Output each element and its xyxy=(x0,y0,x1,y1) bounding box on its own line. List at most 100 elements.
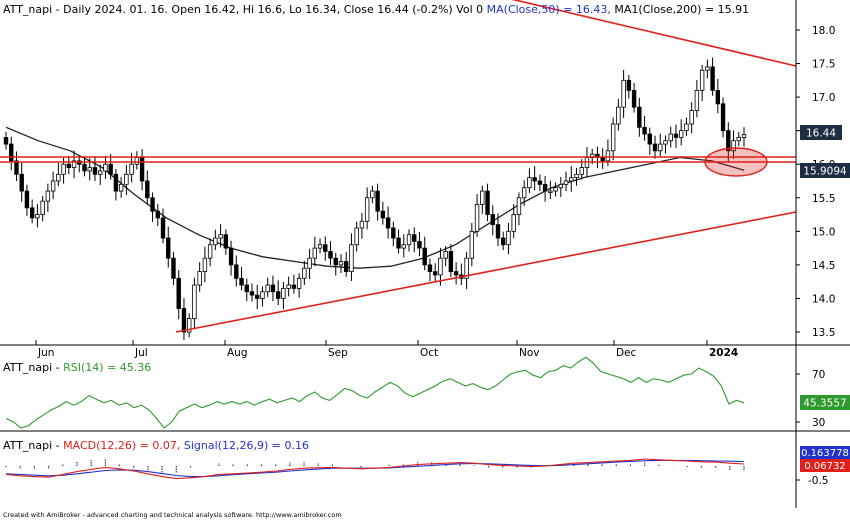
candle-body xyxy=(495,224,501,239)
candle-body xyxy=(511,214,516,232)
candle-body xyxy=(40,200,45,215)
footer-credit: Created with AmiBroker - advanced charti… xyxy=(3,511,342,519)
candle-body xyxy=(202,257,208,272)
candle-body xyxy=(155,210,160,219)
candle-body xyxy=(569,177,574,182)
macd-tick-label: -0.5 xyxy=(808,475,829,487)
candle-body xyxy=(71,160,77,168)
candle-body xyxy=(312,247,318,259)
candle-body xyxy=(663,140,668,145)
candle-body xyxy=(286,284,291,289)
candle-body xyxy=(176,277,181,309)
rsi-axis-ticks: 30 70 xyxy=(796,369,825,429)
candle-body xyxy=(553,187,558,192)
macd-badge: 0.06732 xyxy=(800,459,850,472)
rsi-pane: 30 70 45.3557 ATT_napi - RSI(14) = 45.36 xyxy=(0,345,850,432)
price-tick-label: 13.5 xyxy=(812,327,835,339)
candle-body xyxy=(453,271,459,276)
candle-body xyxy=(668,133,673,142)
candle-body xyxy=(364,197,370,222)
candle-body xyxy=(207,244,213,259)
candle-body xyxy=(270,284,276,293)
price-tick-label: 15.5 xyxy=(812,193,835,205)
candle-body xyxy=(438,257,443,276)
month-label: Oct xyxy=(420,347,438,359)
candle-body xyxy=(621,79,626,108)
candle-body xyxy=(56,173,61,182)
month-axis: Jun Jul Aug Sep Oct Nov Dec 2024 xyxy=(35,340,738,359)
candle-body xyxy=(328,251,333,259)
candle-body xyxy=(255,294,260,299)
candle-body xyxy=(118,183,124,192)
candle-body xyxy=(532,177,537,182)
price-tick-label: 18.0 xyxy=(812,25,835,37)
candle-body xyxy=(521,187,527,199)
candle-body xyxy=(490,214,495,226)
candle-body xyxy=(616,106,621,125)
price-tick-label: 15.0 xyxy=(812,226,835,238)
candle-body xyxy=(375,190,380,212)
candle-body xyxy=(391,227,396,239)
candle-body xyxy=(218,234,223,239)
candle-body xyxy=(647,133,652,145)
candle-body xyxy=(579,167,584,175)
macd-histogram xyxy=(5,459,745,473)
candle-body xyxy=(249,291,255,296)
candle-body xyxy=(186,318,192,333)
rsi-title: ATT_napi - RSI(14) = 45.36 xyxy=(3,361,151,374)
candle-body xyxy=(333,257,338,266)
candle-body xyxy=(548,190,553,193)
candle-body xyxy=(223,234,229,249)
candle-body xyxy=(736,136,741,142)
ma200-line-layer xyxy=(5,126,745,269)
candle-body xyxy=(302,267,307,279)
candle-body xyxy=(432,271,438,276)
candle-body xyxy=(626,79,632,91)
price-tick-label: 17.0 xyxy=(812,92,835,104)
candle-body xyxy=(275,291,281,299)
candle-body xyxy=(166,237,171,259)
signal-badge: 0.163778 xyxy=(800,446,850,459)
candle-body xyxy=(134,157,140,165)
candle-body xyxy=(139,157,145,182)
candle-body xyxy=(35,214,40,219)
candle-body xyxy=(145,180,150,199)
candle-body xyxy=(124,173,129,185)
month-label: Sep xyxy=(328,347,348,359)
candle-body xyxy=(516,197,522,215)
candle-body xyxy=(281,287,286,299)
candle-body xyxy=(558,183,564,189)
candle-body xyxy=(637,106,642,128)
candle-body xyxy=(464,257,469,279)
candle-body xyxy=(741,134,747,138)
candle-body xyxy=(689,110,694,125)
candle-body xyxy=(323,244,328,252)
candle-body xyxy=(600,157,605,162)
candle-body xyxy=(344,261,349,272)
candle-body xyxy=(244,284,249,293)
candle-body xyxy=(710,66,715,91)
candle-body xyxy=(417,240,422,249)
candle-body xyxy=(652,143,658,152)
support-trendline xyxy=(175,211,797,333)
candle-body xyxy=(563,180,569,185)
price-tick-label: 17.5 xyxy=(812,59,835,71)
candle-body xyxy=(726,130,731,152)
rsi-line xyxy=(5,356,745,429)
candle-body xyxy=(370,190,375,199)
svg-text:15.9094: 15.9094 xyxy=(803,166,847,178)
ma200-line xyxy=(5,126,745,269)
macd-title: ATT_napi - MACD(12,26) = 0.07, Signal(12… xyxy=(3,439,309,452)
candle-body xyxy=(501,237,506,246)
candle-body xyxy=(24,190,30,209)
candle-body xyxy=(705,66,710,71)
candle-body xyxy=(699,69,705,91)
candle-body xyxy=(631,90,637,108)
candle-body xyxy=(542,183,548,192)
month-label: Jun xyxy=(37,347,54,359)
candle-body xyxy=(19,173,24,192)
resistance-trendline xyxy=(511,0,797,67)
price-badge-ma200: 15.9094 xyxy=(800,163,850,178)
candle-body xyxy=(354,227,359,246)
